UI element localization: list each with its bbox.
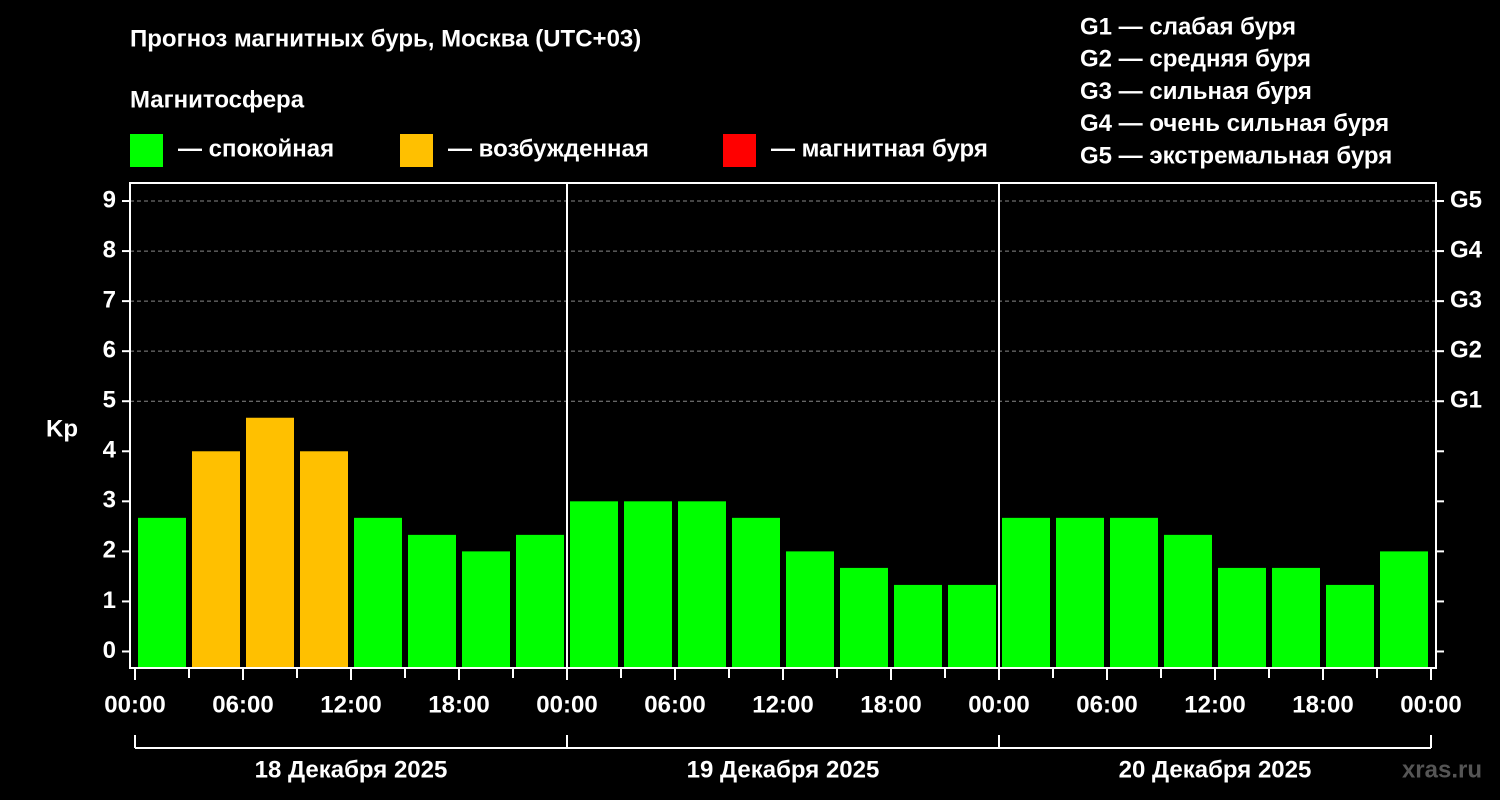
legend-title: Магнитосфера: [130, 86, 305, 113]
legend-label: — возбужденная: [448, 135, 649, 162]
legend-label: — магнитная буря: [771, 135, 988, 162]
y2-tick-label: G3: [1450, 286, 1482, 313]
y-tick-label: 4: [103, 437, 117, 464]
bar: [678, 501, 726, 668]
y-tick-label: 6: [103, 337, 116, 364]
storm-scale-item: G1 — слабая буря: [1080, 13, 1296, 40]
x-tick-label: 00:00: [104, 691, 165, 718]
x-tick-label: 18:00: [1292, 691, 1353, 718]
bar: [300, 451, 348, 668]
bar: [948, 584, 996, 668]
y2-tick-label: G5: [1450, 186, 1482, 213]
chart-title: Прогноз магнитных бурь, Москва (UTC+03): [130, 25, 641, 52]
x-tick-label: 00:00: [968, 691, 1029, 718]
bar: [1326, 584, 1374, 668]
bar: [570, 501, 618, 668]
y-tick-label: 8: [103, 236, 116, 263]
bar: [732, 517, 780, 668]
x-tick-label: 00:00: [1400, 691, 1461, 718]
bar: [1380, 551, 1428, 668]
x-tick-label: 18:00: [428, 691, 489, 718]
x-tick-label: 06:00: [644, 691, 705, 718]
x-tick-label: 06:00: [212, 691, 273, 718]
y-axis-label: Kp: [46, 415, 78, 442]
y-tick-label: 3: [103, 487, 116, 514]
bar: [246, 417, 294, 668]
bar: [840, 567, 888, 668]
y-tick-label: 9: [103, 186, 116, 213]
legend-label: — спокойная: [178, 135, 334, 162]
x-tick-label: 12:00: [320, 691, 381, 718]
y2-tick-label: G1: [1450, 387, 1482, 414]
y2-tick-label: G2: [1450, 337, 1482, 364]
y-tick-label: 5: [103, 387, 116, 414]
bar: [1110, 517, 1158, 668]
bar: [192, 451, 240, 668]
bar: [894, 584, 942, 668]
bar: [516, 534, 564, 668]
x-tick-label: 18:00: [860, 691, 921, 718]
day-label: 19 Декабря 2025: [687, 756, 880, 783]
bar: [354, 517, 402, 668]
legend-swatch: [130, 134, 163, 167]
bar: [1002, 517, 1050, 668]
x-tick-label: 06:00: [1076, 691, 1137, 718]
x-tick-label: 12:00: [1184, 691, 1245, 718]
bar: [1272, 567, 1320, 668]
y-tick-label: 0: [103, 637, 116, 664]
y-tick-label: 7: [103, 286, 116, 313]
x-tick-label: 00:00: [536, 691, 597, 718]
bar: [786, 551, 834, 668]
bar: [462, 551, 510, 668]
legend-swatch: [400, 134, 433, 167]
bar: [624, 501, 672, 668]
legend-swatch: [723, 134, 756, 167]
y2-tick-label: G4: [1450, 236, 1483, 263]
watermark: xras.ru: [1402, 756, 1482, 783]
bar: [1218, 567, 1266, 668]
bar: [138, 517, 186, 668]
storm-scale-item: G5 — экстремальная буря: [1080, 143, 1392, 170]
day-label: 18 Декабря 2025: [255, 756, 448, 783]
storm-scale-item: G2 — средняя буря: [1080, 46, 1311, 73]
y-tick-label: 2: [103, 537, 116, 564]
storm-scale-item: G3 — сильная буря: [1080, 78, 1312, 105]
bar: [1056, 517, 1104, 668]
day-label: 20 Декабря 2025: [1119, 756, 1312, 783]
y-tick-label: 1: [103, 587, 116, 614]
bar: [1164, 534, 1212, 668]
bar: [408, 534, 456, 668]
storm-scale-item: G4 — очень сильная буря: [1080, 110, 1389, 137]
x-tick-label: 12:00: [752, 691, 813, 718]
